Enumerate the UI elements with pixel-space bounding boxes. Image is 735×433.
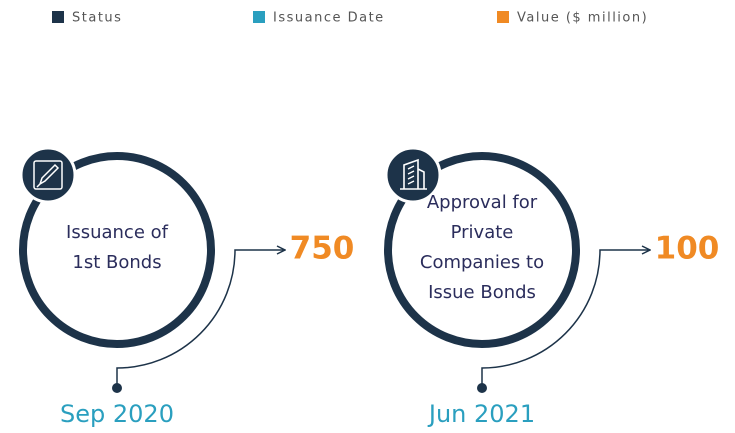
status-ring: [19, 152, 215, 348]
legend-swatch: [497, 11, 509, 23]
status-text: Private: [451, 222, 514, 243]
status-text: Approval for: [427, 192, 538, 213]
value: 100: [655, 231, 720, 267]
date-dot: [477, 383, 487, 393]
date-dot: [112, 383, 122, 393]
connector: [481, 250, 650, 388]
legend-label: Status: [72, 11, 122, 26]
legend-swatch: [52, 11, 64, 23]
status-text: Issue Bonds: [428, 282, 536, 303]
connector: [116, 250, 285, 388]
legend-label: Issuance Date: [273, 11, 385, 26]
status-text: Issuance of: [66, 222, 169, 243]
date: Sep 2020: [60, 400, 174, 428]
legend-swatch: [253, 11, 265, 23]
status-text: 1st Bonds: [72, 252, 161, 273]
status-ring: [384, 152, 580, 348]
icon-badge: [19, 146, 77, 204]
legend-label: Value ($ million): [517, 11, 648, 26]
status-text: Companies to: [420, 252, 544, 273]
date: Jun 2021: [427, 400, 535, 428]
value: 750: [290, 231, 355, 267]
